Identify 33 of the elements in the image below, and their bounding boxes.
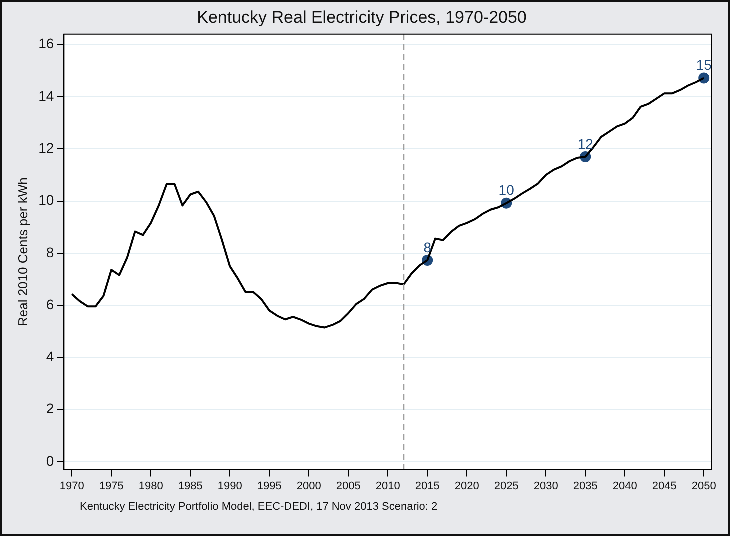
y-tick-label: 4 [46,348,54,365]
x-tick-label: 2045 [652,480,677,492]
x-tick-label: 2000 [296,480,322,492]
y-tick-label: 12 [38,140,54,156]
text: Kentucky Electricity Portfolio Model, EEC-DEDI, 17 Nov 2013 Scenario: 2 [80,501,438,513]
x-tick-label: 1995 [257,480,282,492]
x-tick-label: 2050 [692,480,716,492]
x-tick-label: 2040 [612,480,638,492]
x-tick-label: 2010 [376,480,400,492]
data-label: 15 [696,57,712,74]
data-label: 10 [498,182,515,198]
x-tick-label: 1975 [99,480,124,492]
x-tick-label: 2025 [494,480,519,492]
y-tick-label: 0 [46,452,54,469]
chart-title: Kentucky Real Electricity Prices, 1970-2050 [197,8,527,27]
x-tick-label: 2005 [336,480,361,492]
y-tick-label: 2 [46,400,54,417]
y-tick-label: 6 [46,296,54,312]
y-tick-label: 16 [38,36,54,52]
x-tick-label: 2035 [573,480,598,492]
x-tick-label: 1990 [218,480,242,492]
y-tick-label: 14 [38,88,54,104]
y-tick-label: 8 [46,244,54,260]
x-tick-label: 2020 [454,480,480,492]
data-label: 8 [424,239,432,256]
x-tick-label: 2030 [534,480,558,492]
data-label: 12 [578,136,594,152]
x-tick-label: 1970 [60,480,84,492]
x-tick-label: 2015 [415,480,440,492]
y-axis-title: Real 2010 Cents per kWh [15,178,30,327]
x-tick-label: 1980 [138,480,164,492]
y-tick-label: 10 [38,192,54,208]
x-tick-label: 1985 [178,480,203,492]
